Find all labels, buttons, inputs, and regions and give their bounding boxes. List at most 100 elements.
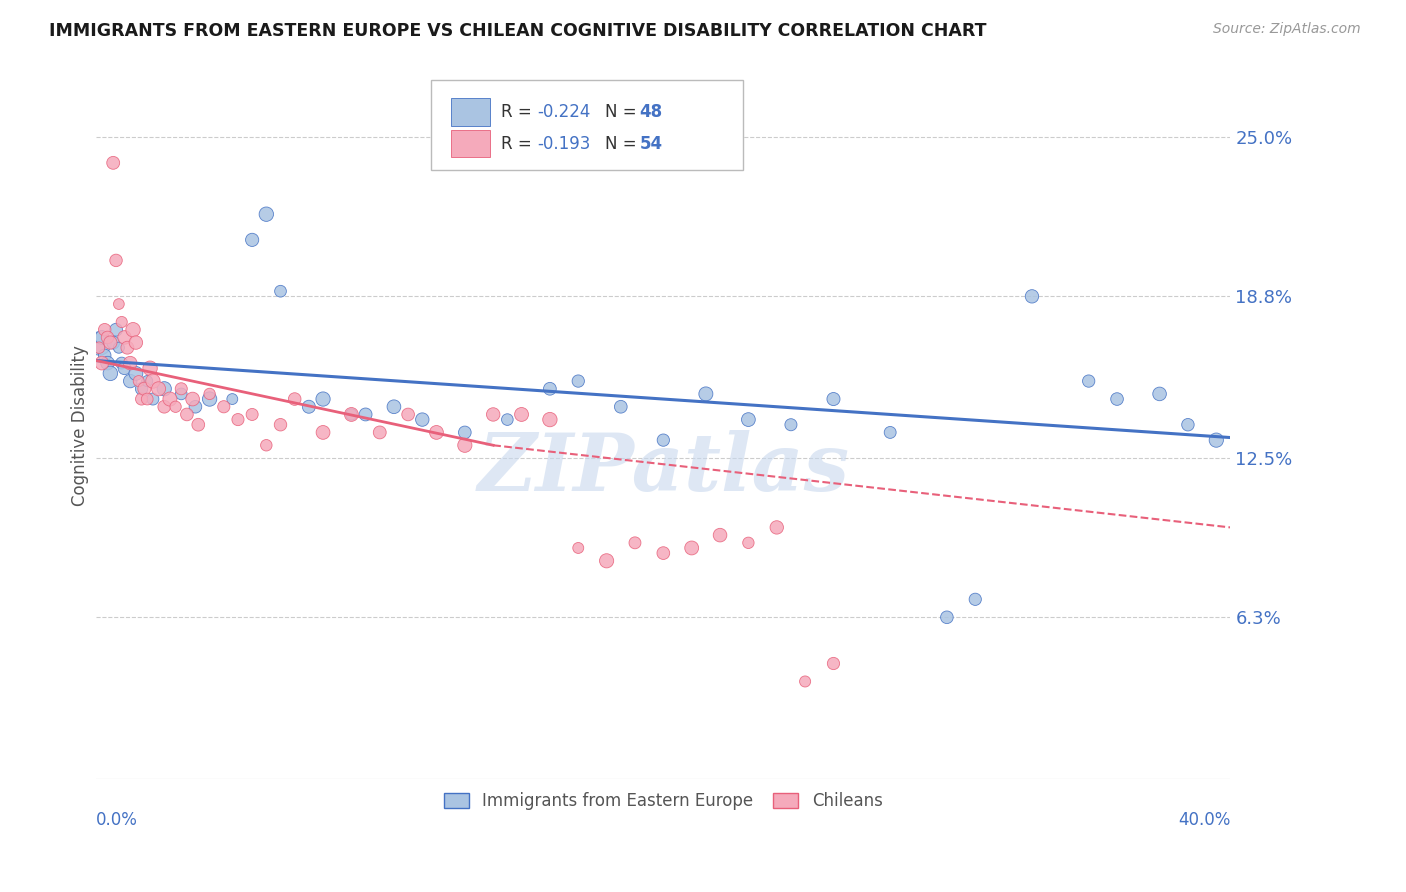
Point — [184, 400, 207, 414]
Point — [165, 400, 187, 414]
Point — [87, 341, 110, 355]
Text: 54: 54 — [640, 135, 662, 153]
Point — [128, 374, 150, 388]
Point — [108, 341, 131, 355]
Point — [181, 392, 204, 406]
Point — [454, 438, 477, 452]
Point — [652, 546, 675, 560]
Point — [90, 330, 112, 344]
Point — [125, 367, 148, 381]
Point — [153, 400, 176, 414]
Point — [681, 541, 703, 555]
Point — [105, 253, 128, 268]
Point — [765, 520, 787, 534]
Point — [96, 356, 118, 370]
Point — [340, 408, 363, 422]
Point — [425, 425, 447, 440]
Point — [139, 361, 162, 376]
Point — [454, 425, 477, 440]
Point — [176, 408, 198, 422]
Point — [270, 417, 292, 432]
Point — [270, 284, 292, 298]
Point — [90, 356, 112, 370]
Point — [354, 408, 377, 422]
Point — [114, 361, 136, 376]
Point — [187, 417, 209, 432]
Point — [1077, 374, 1099, 388]
Point — [284, 392, 307, 406]
Point — [254, 438, 277, 452]
Point — [368, 425, 391, 440]
Point — [142, 374, 165, 388]
Point — [170, 382, 193, 396]
Point — [134, 382, 156, 396]
Point — [142, 392, 165, 406]
Text: -0.193: -0.193 — [537, 135, 591, 153]
Point — [153, 382, 176, 396]
Point — [93, 323, 115, 337]
Point — [114, 330, 136, 344]
Point — [935, 610, 957, 624]
Point — [510, 408, 533, 422]
Point — [823, 657, 845, 671]
Point — [93, 348, 115, 362]
Point — [117, 341, 139, 355]
Point — [212, 400, 235, 414]
Text: N =: N = — [606, 135, 643, 153]
Point — [567, 374, 589, 388]
Point — [396, 408, 419, 422]
Point — [1105, 392, 1128, 406]
FancyBboxPatch shape — [430, 80, 742, 170]
Text: R =: R = — [501, 103, 537, 120]
Point — [96, 330, 118, 344]
Point — [131, 382, 153, 396]
Point — [382, 400, 405, 414]
Text: ZIPatlas: ZIPatlas — [477, 430, 849, 508]
Text: 40.0%: 40.0% — [1178, 811, 1230, 829]
FancyBboxPatch shape — [451, 130, 489, 157]
Point — [198, 387, 221, 401]
Point — [340, 408, 363, 422]
Point — [1149, 387, 1171, 401]
Point — [1177, 417, 1199, 432]
Text: 0.0%: 0.0% — [96, 811, 138, 829]
Text: 48: 48 — [640, 103, 662, 120]
Point — [120, 374, 142, 388]
Point — [159, 392, 181, 406]
Point — [240, 233, 263, 247]
Point — [496, 412, 519, 426]
Point — [125, 335, 148, 350]
Point — [111, 356, 134, 370]
Point — [170, 387, 193, 401]
Point — [737, 536, 759, 550]
Text: Source: ZipAtlas.com: Source: ZipAtlas.com — [1213, 22, 1361, 37]
Text: IMMIGRANTS FROM EASTERN EUROPE VS CHILEAN COGNITIVE DISABILITY CORRELATION CHART: IMMIGRANTS FROM EASTERN EUROPE VS CHILEA… — [49, 22, 987, 40]
Point — [610, 400, 633, 414]
Point — [823, 392, 845, 406]
Point — [595, 554, 617, 568]
Point — [98, 367, 121, 381]
Point — [198, 392, 221, 406]
Point — [87, 335, 110, 350]
Point — [226, 412, 249, 426]
Point — [87, 341, 110, 355]
Text: R =: R = — [501, 135, 537, 153]
Point — [567, 541, 589, 555]
Point — [709, 528, 731, 542]
Point — [965, 592, 987, 607]
Legend: Immigrants from Eastern Europe, Chileans: Immigrants from Eastern Europe, Chileans — [437, 785, 890, 816]
Point — [254, 207, 277, 221]
Point — [108, 297, 131, 311]
Point — [111, 315, 134, 329]
Text: N =: N = — [606, 103, 643, 120]
Point — [879, 425, 901, 440]
Point — [780, 417, 803, 432]
Point — [136, 392, 159, 406]
Point — [240, 408, 263, 422]
Point — [105, 323, 128, 337]
Y-axis label: Cognitive Disability: Cognitive Disability — [72, 345, 89, 507]
Point — [1205, 433, 1227, 447]
Point — [411, 412, 433, 426]
Point — [312, 425, 335, 440]
Point — [136, 374, 159, 388]
